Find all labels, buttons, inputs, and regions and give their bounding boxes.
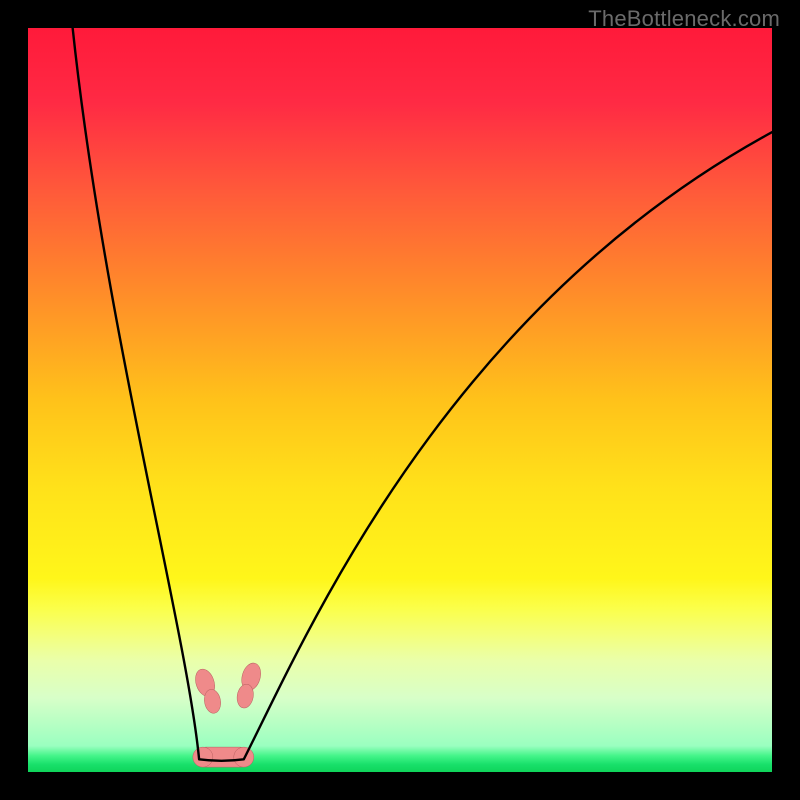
watermark-text: TheBottleneck.com: [588, 6, 780, 32]
stage: TheBottleneck.com: [0, 0, 800, 800]
marker-group: [192, 661, 264, 767]
curve-layer: [28, 28, 772, 772]
marker-blob: [193, 747, 213, 767]
bottleneck-curve: [73, 28, 772, 761]
plot-frame: [28, 28, 772, 772]
